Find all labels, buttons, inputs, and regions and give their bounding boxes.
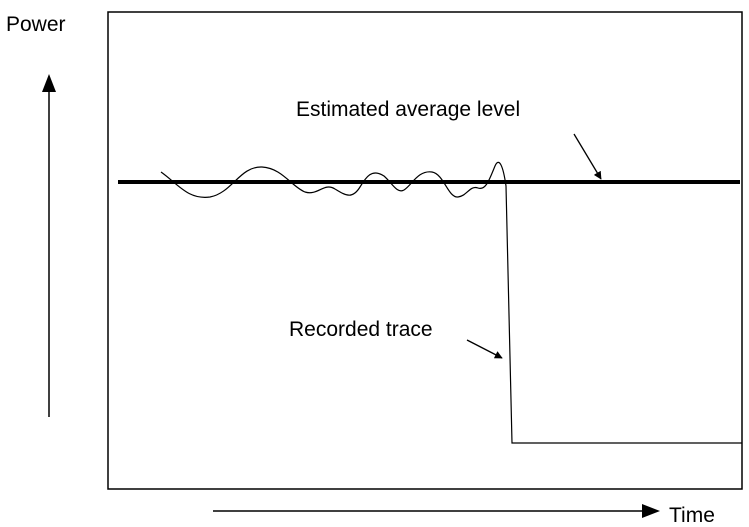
average-pointer-arrow [573, 133, 602, 180]
plot-frame [107, 11, 743, 490]
time-axis-label: Time [669, 504, 715, 527]
power-axis-label: Power [6, 13, 66, 36]
power-axis-arrowhead [42, 74, 56, 92]
recorded-trace-label: Recorded trace [289, 318, 433, 341]
trace-pointer-arrow [466, 339, 503, 359]
average-level-label: Estimated average level [296, 98, 520, 121]
time-axis-arrowhead [642, 504, 660, 518]
recorded-trace [160, 161, 742, 444]
